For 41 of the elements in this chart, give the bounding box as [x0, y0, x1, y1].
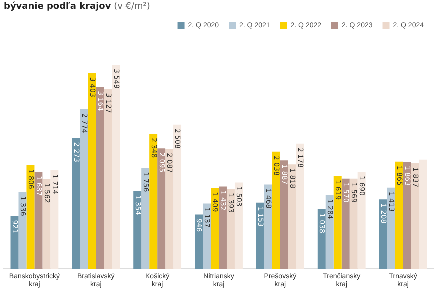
- bar: [72, 138, 80, 270]
- bar: [174, 124, 182, 270]
- bar: [234, 182, 243, 270]
- bar: [296, 144, 304, 270]
- bar: [142, 168, 150, 270]
- chart-title: bývanie podľa krajov: [4, 2, 112, 12]
- bar: [203, 204, 212, 270]
- bar: [411, 163, 420, 270]
- bar: [226, 189, 235, 270]
- bar: [358, 172, 366, 270]
- bar: [18, 192, 27, 270]
- bar: [342, 178, 350, 270]
- bar: [395, 162, 404, 270]
- bar: [26, 165, 35, 270]
- bar: [42, 179, 51, 270]
- bar: [326, 195, 334, 270]
- bar: [34, 172, 43, 270]
- bar: [350, 178, 358, 270]
- bar: [112, 64, 120, 270]
- bar: [419, 160, 428, 270]
- bar: [403, 162, 412, 270]
- bar: [104, 89, 112, 270]
- bar: [264, 184, 272, 270]
- bar: [280, 160, 288, 270]
- bar: [50, 170, 59, 270]
- chart-subtitle: (v €/m²): [114, 2, 150, 12]
- bar: [272, 152, 280, 270]
- bar: [256, 202, 264, 270]
- bar: [387, 188, 396, 270]
- bar: [134, 191, 142, 270]
- bar: [288, 164, 296, 270]
- bar: [150, 134, 158, 270]
- bar: [158, 148, 166, 270]
- bar: [88, 73, 96, 270]
- bar: [96, 87, 104, 270]
- bar: [334, 176, 342, 270]
- bar: [379, 200, 388, 270]
- bar: [211, 188, 219, 270]
- bar: [80, 110, 88, 270]
- bar: [166, 149, 174, 270]
- bar: [219, 186, 227, 270]
